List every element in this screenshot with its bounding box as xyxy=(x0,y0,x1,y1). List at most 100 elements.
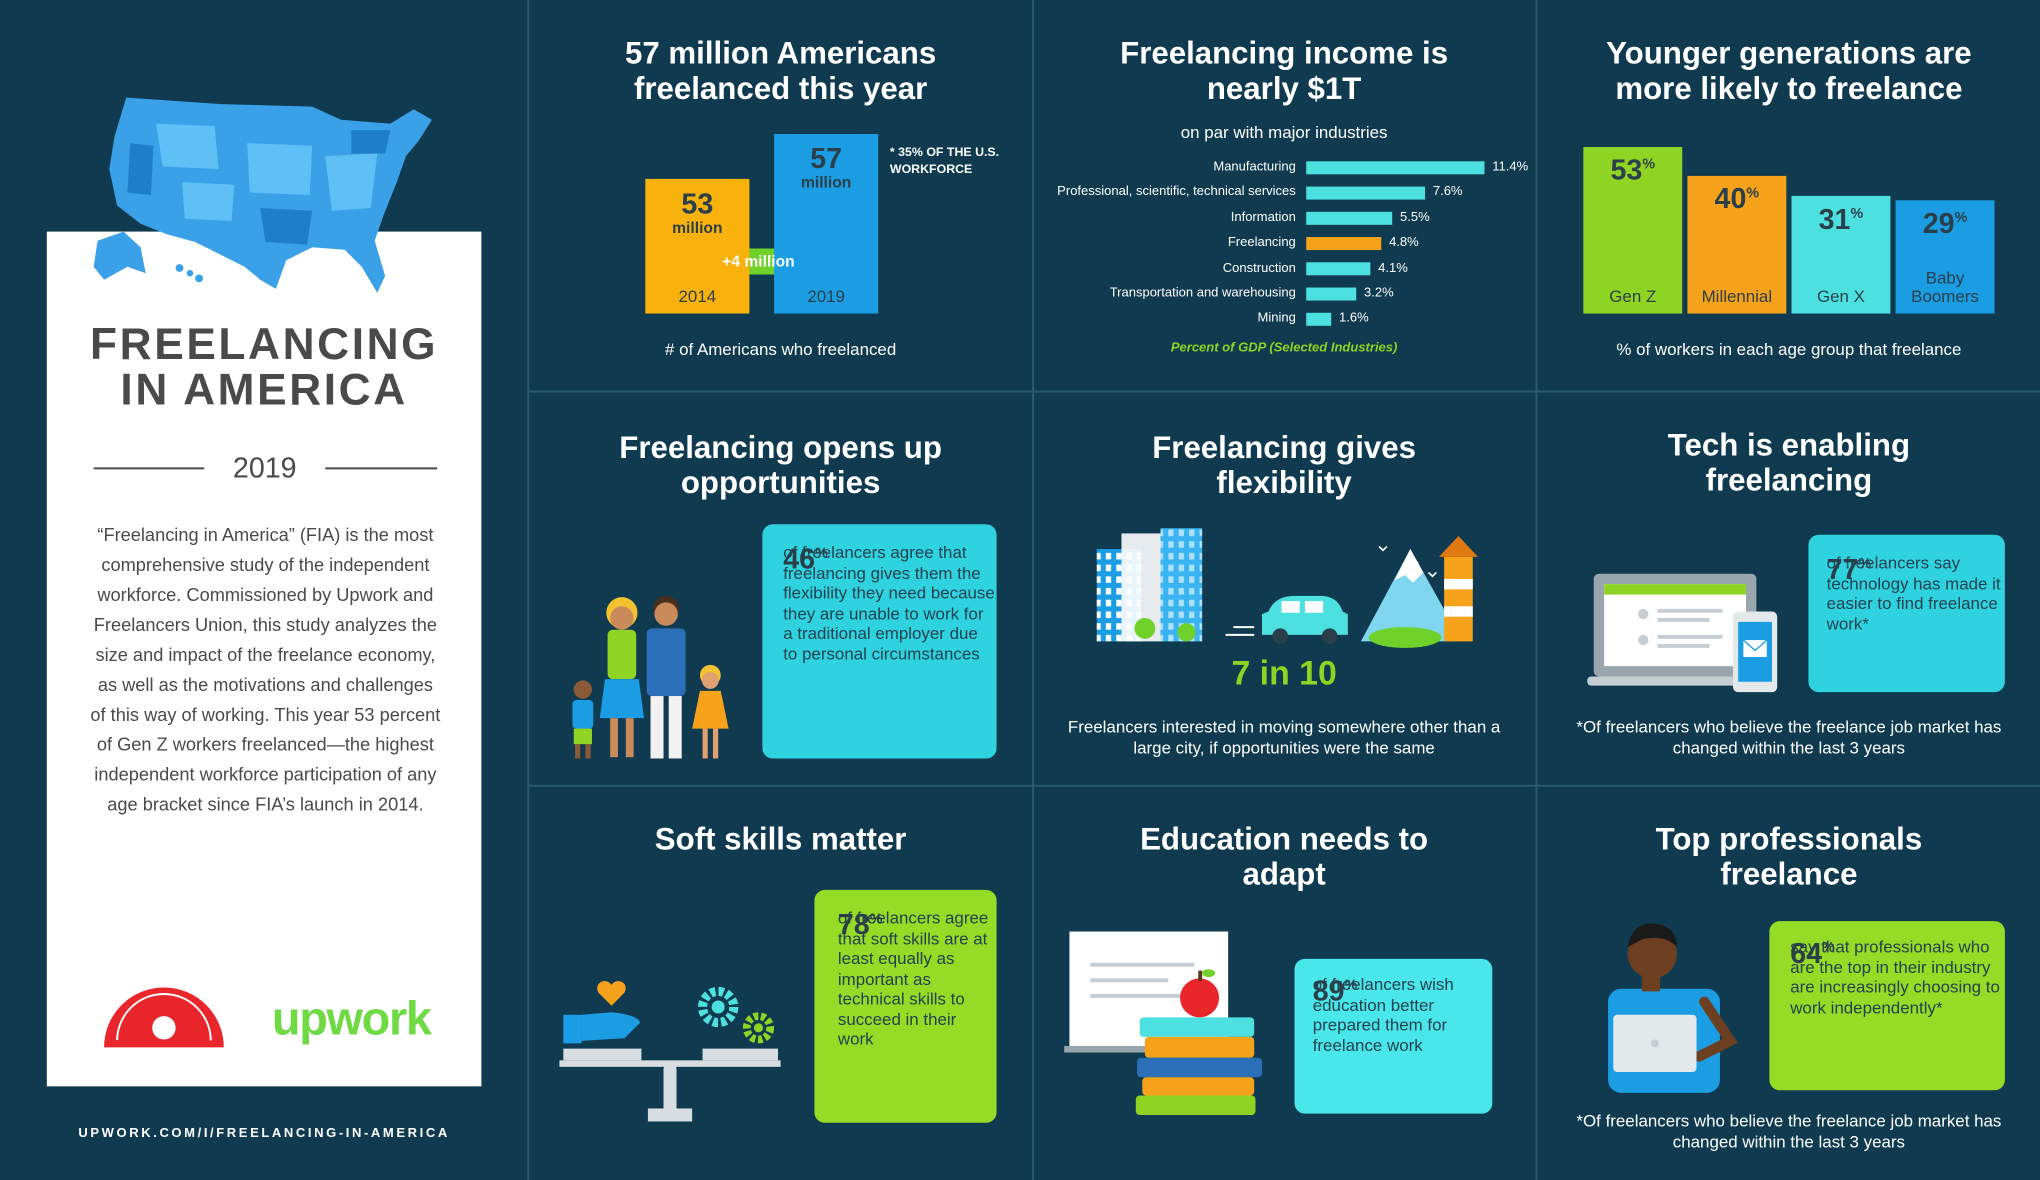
bar-category: Manufacturing xyxy=(1213,160,1296,175)
bar-value: 40% xyxy=(1687,182,1786,216)
sidebar-year: 2019 xyxy=(232,451,297,484)
stat-unit: % xyxy=(1858,556,1872,573)
scale-illustration xyxy=(563,1048,642,1061)
laptop-illustration xyxy=(1637,608,1649,620)
bar-value-number: 31 xyxy=(1818,202,1851,235)
scale-illustration xyxy=(711,1000,725,1014)
family-illustration xyxy=(654,602,678,626)
panel-title: Education needs to adapt xyxy=(1140,822,1429,893)
stat-value: 78% xyxy=(838,908,883,942)
stat-unit: % xyxy=(1822,940,1835,956)
bar-value-unit: % xyxy=(1642,156,1656,173)
bar-value: 53% xyxy=(1583,154,1682,188)
bar-category: Gen X xyxy=(1816,286,1865,306)
professional-illustration xyxy=(1693,996,1738,1062)
family-illustration xyxy=(646,628,686,697)
travel-illustration xyxy=(1281,601,1300,613)
education-illustration xyxy=(1142,1077,1255,1096)
travel-illustration xyxy=(1096,528,1478,648)
panel-title: Younger generations are more likely to f… xyxy=(1606,36,1972,107)
bar-category: Information xyxy=(1230,210,1296,225)
education-illustration xyxy=(1180,978,1220,1018)
travel-illustration xyxy=(1438,536,1478,557)
chart-caption: Percent of GDP (Selected Industries) xyxy=(1170,340,1398,356)
scale-illustration xyxy=(753,1023,764,1033)
bar-category: Mining xyxy=(1257,311,1296,326)
scale-illustration xyxy=(597,981,626,1006)
family-illustration xyxy=(668,696,682,759)
bar-value-label: 4.8% xyxy=(1389,235,1419,251)
bar xyxy=(774,134,879,314)
family-illustration xyxy=(650,696,664,759)
bar xyxy=(645,178,750,314)
scale-illustration xyxy=(742,1012,775,1044)
sidebar-url: UPWORK.COM/I/FREELANCING-IN-AMERICA xyxy=(78,1126,450,1141)
stat-number: 78 xyxy=(837,908,870,941)
bar xyxy=(1306,186,1426,200)
bar-category: Baby Boomers xyxy=(1911,268,1979,306)
stat-footnote: *Of freelancers who believe the freelanc… xyxy=(1576,1111,2002,1152)
panel-title: Freelancing gives flexibility xyxy=(1152,430,1416,501)
stat-value: 46% xyxy=(783,543,828,577)
stat-value: 89% xyxy=(1313,974,1358,1008)
family-illustration xyxy=(610,718,618,758)
laptop-illustration xyxy=(1587,676,1767,686)
travel-illustration xyxy=(1394,549,1424,583)
stat-caption: Freelancers interested in moving somewhe… xyxy=(1067,716,1501,758)
education-illustration xyxy=(1137,1057,1262,1078)
laptop-illustration xyxy=(1742,639,1768,652)
us-map xyxy=(127,130,391,245)
bar-category: Freelancing xyxy=(1227,235,1296,251)
travel-illustration xyxy=(1444,606,1473,617)
bar-category: Professional, scientific, technical serv… xyxy=(1057,185,1296,200)
family-illustration xyxy=(701,671,719,689)
chart-annotation: +4 million xyxy=(722,252,795,271)
bar xyxy=(1895,200,1995,314)
travel-illustration xyxy=(1272,628,1289,645)
us-map xyxy=(156,123,378,222)
bar-value-number: 40 xyxy=(1714,182,1747,215)
education-illustration xyxy=(1090,978,1169,983)
professional-illustration xyxy=(1641,975,1661,992)
scale-illustration xyxy=(647,1108,693,1122)
us-map xyxy=(195,274,203,283)
us-map xyxy=(186,269,194,277)
family-illustration xyxy=(702,728,708,759)
chart-caption: % of workers in each age group that free… xyxy=(1616,339,1962,360)
scale-illustration xyxy=(697,986,739,1028)
family-illustration xyxy=(585,744,591,759)
bar-value-label: 5.5% xyxy=(1400,210,1430,225)
laptop-illustration xyxy=(1657,617,1710,622)
travel-illustration xyxy=(1360,549,1455,642)
stat-highlight: 7 in 10 xyxy=(1231,653,1337,693)
scale-illustration xyxy=(702,1048,779,1061)
education-illustration xyxy=(1090,993,1184,998)
union-logo xyxy=(104,987,224,1048)
union-logo xyxy=(152,1016,176,1040)
bar xyxy=(1306,211,1393,225)
family-illustration xyxy=(712,728,719,759)
bar-value-label: 11.4% xyxy=(1492,160,1529,175)
laptop-illustration xyxy=(1604,584,1746,667)
bar-value: 31% xyxy=(1792,202,1891,236)
sidebar-description: “Freelancing in America” (FIA) is the mo… xyxy=(90,524,441,815)
professional-illustration xyxy=(1627,923,1678,948)
education-illustration xyxy=(1144,1036,1255,1058)
bar-value-label: 3.2% xyxy=(1364,286,1394,301)
bar-value-label: 7.6% xyxy=(1432,185,1463,200)
chart-subtitle: on par with major industries xyxy=(1180,122,1388,142)
scale-illustration xyxy=(663,1069,677,1112)
professional-illustration xyxy=(1627,928,1678,979)
family-illustration xyxy=(572,595,729,759)
scale-illustration xyxy=(581,1012,641,1041)
stat-card: 77% of freelancers say technology has ma… xyxy=(1808,534,2005,693)
stat-number: 64 xyxy=(1790,936,1823,970)
family-illustration xyxy=(607,629,637,680)
laptop-illustration xyxy=(1657,634,1723,639)
stat-card: 64% say that professionals who are the t… xyxy=(1769,921,2005,1091)
us-map xyxy=(93,231,146,280)
travel-illustration xyxy=(1368,627,1442,648)
bar-category: 2014 xyxy=(678,286,717,306)
bar-category: Transportation and warehousing xyxy=(1109,286,1296,301)
